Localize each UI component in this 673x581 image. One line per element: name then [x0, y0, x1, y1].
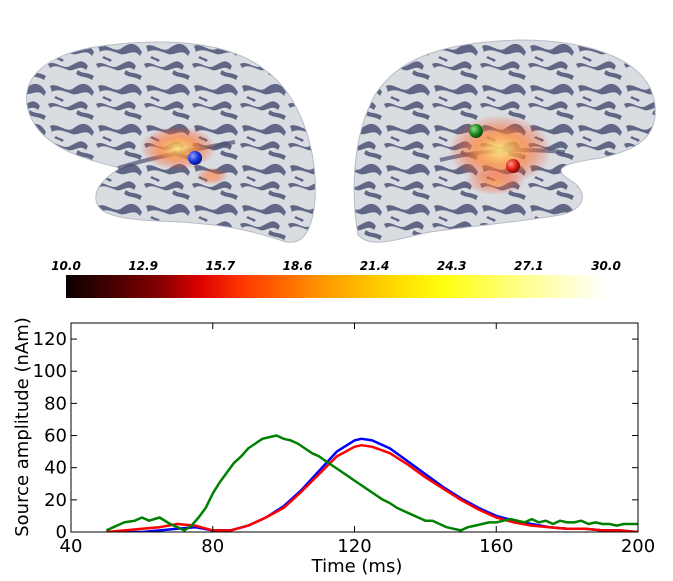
axis-ticks: 40 80 120 160 200 0 20 40 60 80 100 120 — [33, 323, 655, 557]
series-line-1 — [106, 443, 638, 532]
y-tick-label: 40 — [44, 458, 67, 479]
x-tick-label: 40 — [60, 536, 83, 557]
left-hemisphere — [26, 41, 316, 243]
colorbar-tick-label: 15.7 — [205, 259, 235, 273]
colorbar-tick-label: 27.1 — [514, 259, 544, 273]
blue-source-marker — [188, 151, 202, 165]
colorbar-tick-label: 10.0 — [51, 259, 81, 273]
right-hemisphere — [353, 39, 656, 243]
red-source-marker — [506, 159, 520, 173]
x-axis-label: Time (ms) — [311, 556, 403, 577]
left-activation-main — [140, 126, 216, 170]
y-tick-label: 0 — [56, 522, 67, 543]
colorbar-gradient — [66, 275, 606, 298]
y-axis-label: Source amplitude (nAm) — [12, 317, 33, 537]
colorbar-tick-label: 18.6 — [283, 259, 313, 273]
colorbar-tick-labels: 10.0 12.9 15.7 18.6 21.4 24.3 27.1 30.0 — [51, 259, 621, 273]
x-tick-label: 120 — [337, 536, 371, 557]
colorbar-tick-label: 21.4 — [360, 259, 390, 273]
y-tick-label: 80 — [44, 393, 67, 414]
y-tick-label: 100 — [33, 361, 67, 382]
amplitude-chart: 40 80 120 160 200 0 20 40 60 80 100 120 Time (ms) S… — [12, 317, 655, 577]
y-tick-label: 20 — [44, 490, 67, 511]
x-tick-label: 80 — [201, 536, 224, 557]
chart-series — [105, 434, 638, 532]
colorbar-tick-label: 30.0 — [591, 259, 621, 273]
colorbar-tick-label: 24.3 — [437, 259, 467, 273]
right-activation-lower — [465, 169, 525, 195]
series-line-2 — [105, 434, 638, 532]
colorbar-tick-label: 12.9 — [128, 259, 158, 273]
x-tick-label: 200 — [621, 536, 655, 557]
left-activation-secondary — [196, 167, 228, 185]
x-tick-label: 160 — [479, 536, 513, 557]
green-source-marker — [469, 124, 483, 138]
plot-frame — [70, 322, 639, 533]
colorbar: 10.0 12.9 15.7 18.6 21.4 24.3 27.1 30.0 — [51, 259, 621, 298]
y-tick-label: 60 — [44, 426, 67, 447]
series-line-0 — [106, 437, 638, 532]
y-tick-label: 120 — [33, 329, 67, 350]
